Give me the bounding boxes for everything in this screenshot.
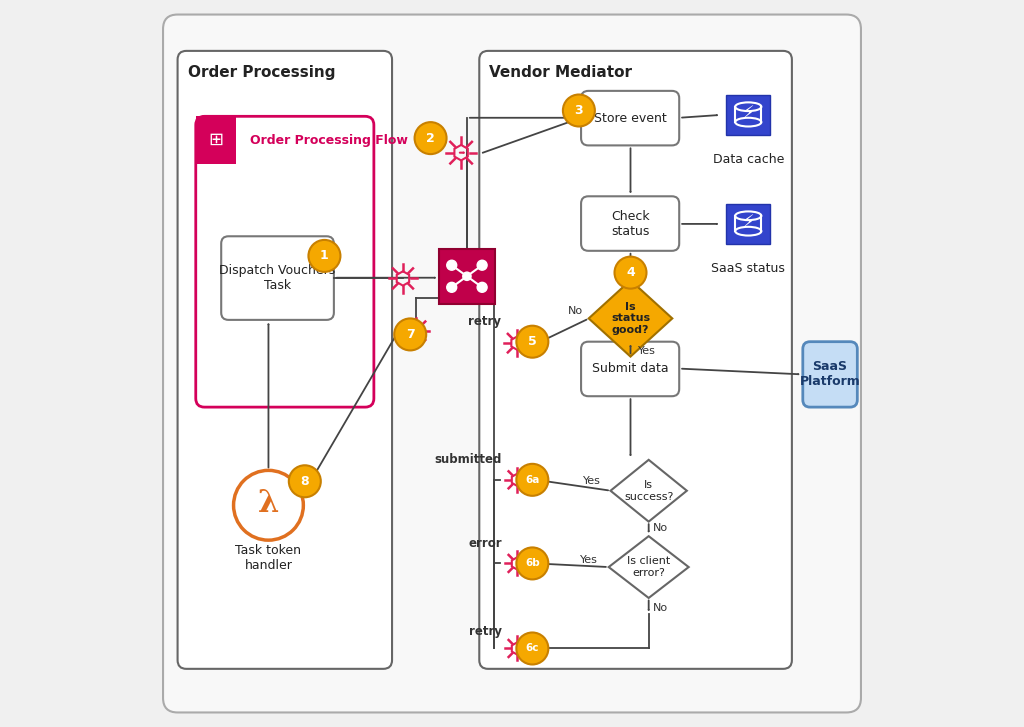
Text: SaaS
Platform: SaaS Platform — [800, 361, 860, 388]
Text: 5: 5 — [528, 335, 537, 348]
FancyBboxPatch shape — [581, 196, 679, 251]
Text: No: No — [653, 603, 669, 613]
Text: Is
status
good?: Is status good? — [611, 302, 650, 335]
Circle shape — [415, 122, 446, 154]
Text: No: No — [653, 523, 669, 533]
Text: error: error — [468, 537, 502, 550]
Text: Yes: Yes — [583, 476, 601, 486]
Text: Store event: Store event — [594, 112, 667, 124]
Text: Submit data: Submit data — [592, 363, 669, 375]
Polygon shape — [610, 459, 687, 522]
Text: Is
success?: Is success? — [624, 480, 674, 502]
Text: retry: retry — [468, 315, 501, 328]
Text: 7: 7 — [406, 328, 415, 341]
Text: Vendor Mediator: Vendor Mediator — [488, 65, 632, 80]
Text: Yes: Yes — [638, 346, 655, 356]
Text: ⊞: ⊞ — [208, 131, 223, 149]
Text: ⚡: ⚡ — [742, 214, 755, 231]
Circle shape — [463, 272, 471, 281]
FancyBboxPatch shape — [196, 116, 374, 407]
Text: Yes: Yes — [580, 555, 598, 565]
Circle shape — [516, 464, 548, 496]
FancyBboxPatch shape — [479, 51, 792, 669]
Text: 4: 4 — [626, 266, 635, 279]
FancyBboxPatch shape — [581, 342, 679, 396]
Text: Task token
handler: Task token handler — [236, 545, 301, 572]
Circle shape — [563, 95, 595, 126]
Text: No: No — [568, 306, 584, 316]
Circle shape — [516, 632, 548, 664]
Text: 3: 3 — [574, 104, 584, 117]
Circle shape — [446, 282, 457, 292]
FancyBboxPatch shape — [196, 116, 236, 164]
Text: 6c: 6c — [525, 643, 539, 654]
Text: Is client
error?: Is client error? — [627, 556, 671, 578]
FancyBboxPatch shape — [177, 51, 392, 669]
Polygon shape — [608, 537, 689, 598]
Text: 8: 8 — [300, 475, 309, 488]
Circle shape — [446, 260, 457, 270]
FancyBboxPatch shape — [581, 91, 679, 145]
Circle shape — [308, 240, 340, 272]
FancyBboxPatch shape — [726, 204, 770, 244]
Text: 6b: 6b — [525, 558, 540, 569]
Text: ⚡: ⚡ — [742, 105, 755, 122]
Text: λ: λ — [258, 489, 280, 519]
Text: Data cache: Data cache — [713, 153, 784, 166]
Circle shape — [516, 326, 548, 358]
Circle shape — [477, 260, 487, 270]
Text: 2: 2 — [426, 132, 435, 145]
Text: 1: 1 — [321, 249, 329, 262]
FancyBboxPatch shape — [221, 236, 334, 320]
Circle shape — [289, 465, 321, 497]
Circle shape — [516, 547, 548, 579]
FancyBboxPatch shape — [439, 249, 495, 304]
Text: SaaS status: SaaS status — [712, 262, 785, 276]
FancyBboxPatch shape — [163, 15, 861, 712]
Text: Check
status: Check status — [611, 209, 649, 238]
Text: Order Processing: Order Processing — [188, 65, 336, 80]
Text: submitted: submitted — [434, 453, 502, 466]
Circle shape — [394, 318, 426, 350]
Text: retry: retry — [469, 624, 502, 638]
FancyBboxPatch shape — [726, 95, 770, 135]
Circle shape — [477, 282, 487, 292]
Text: 6a: 6a — [525, 475, 540, 485]
Polygon shape — [589, 280, 673, 356]
FancyBboxPatch shape — [803, 342, 857, 407]
Circle shape — [614, 257, 646, 289]
Text: Dispatch Vouchers
Task: Dispatch Vouchers Task — [219, 264, 336, 292]
Text: Order Processing Flow: Order Processing Flow — [250, 134, 409, 147]
